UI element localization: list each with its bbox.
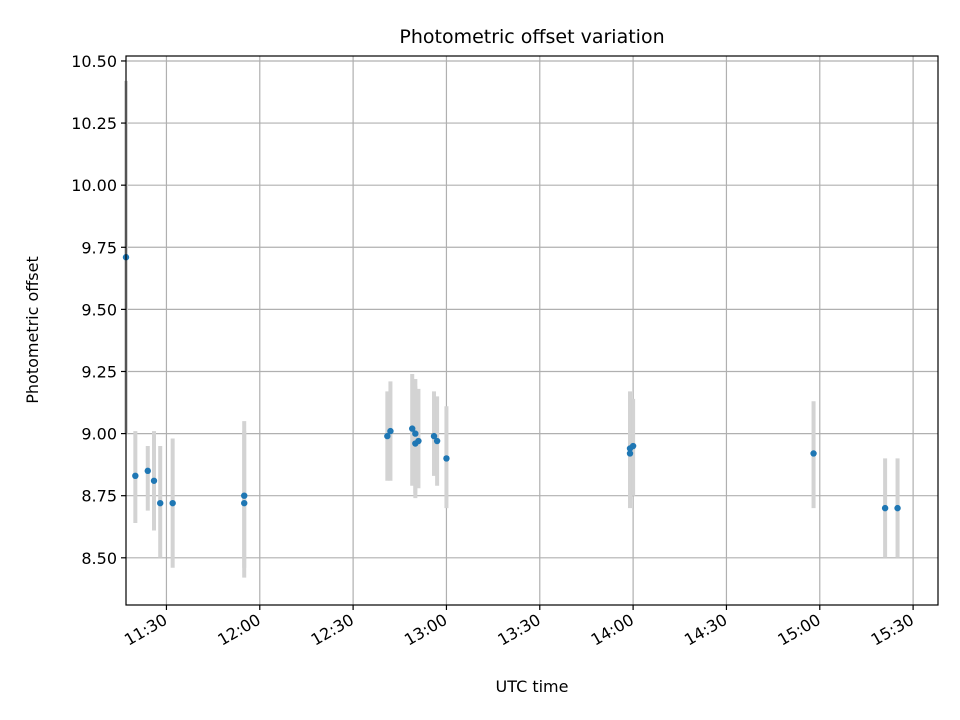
x-tick-label: 11:30 <box>121 610 170 650</box>
y-tick-label: 8.75 <box>81 487 117 506</box>
data-point <box>881 504 889 512</box>
x-tick-label: 14:30 <box>681 610 730 650</box>
data-point <box>443 455 450 462</box>
x-tick-label: 15:30 <box>868 610 917 650</box>
y-tick-label: 9.75 <box>81 238 117 257</box>
y-tick-label: 9.00 <box>81 425 117 444</box>
data-point <box>894 504 901 512</box>
data-point <box>132 472 139 480</box>
y-axis-title: Photometric offset <box>23 256 42 404</box>
x-tick-label: 15:00 <box>774 610 823 650</box>
y-tick-label: 8.50 <box>81 549 117 568</box>
y-tick-label: 10.50 <box>71 52 117 71</box>
data-point <box>433 437 441 445</box>
data-point <box>150 477 158 484</box>
x-axis-ticks: 11:30 12:00 12:30 13:00 13:30 14:00 14:30 15:00… <box>121 605 917 650</box>
data-point <box>241 499 248 507</box>
y-tick-label: 10.25 <box>71 114 117 133</box>
y-axis-ticks: 8.50 8.75 9.00 9.25 9.50 9.75 10.00 10.25 10.50 <box>71 52 126 568</box>
data-point <box>241 492 248 499</box>
grid-layer <box>126 56 938 605</box>
x-tick-label: 12:00 <box>214 610 263 650</box>
x-axis-title: UTC time <box>496 677 569 696</box>
y-tick-label: 10.00 <box>71 176 117 195</box>
data-point <box>629 442 637 450</box>
x-tick-label: 13:30 <box>494 610 543 650</box>
data-point <box>409 425 416 432</box>
x-tick-label: 13:00 <box>401 610 450 650</box>
data-point <box>169 499 176 507</box>
point-layer <box>122 254 901 512</box>
data-point <box>412 430 419 437</box>
data-point <box>626 450 634 457</box>
y-tick-label: 9.25 <box>81 362 117 381</box>
plot-frame <box>125 55 939 606</box>
x-tick-label: 14:00 <box>588 610 637 650</box>
data-point <box>144 467 151 475</box>
data-point <box>387 427 394 435</box>
data-point <box>384 432 391 440</box>
y-tick-label: 9.50 <box>81 300 117 319</box>
x-tick-label: 12:30 <box>308 610 357 650</box>
data-point <box>810 450 817 457</box>
data-point <box>430 432 438 440</box>
data-point <box>415 437 422 445</box>
data-point <box>157 499 164 507</box>
chart-title: Photometric offset variation <box>399 26 664 48</box>
